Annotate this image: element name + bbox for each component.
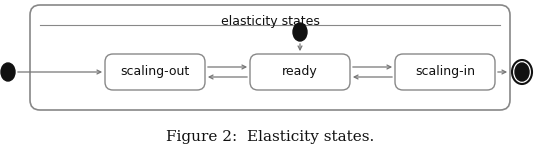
Ellipse shape	[515, 63, 529, 81]
FancyBboxPatch shape	[105, 54, 205, 90]
Text: Figure 2:  Elasticity states.: Figure 2: Elasticity states.	[166, 130, 374, 144]
FancyBboxPatch shape	[30, 5, 510, 110]
FancyBboxPatch shape	[395, 54, 495, 90]
Ellipse shape	[1, 63, 15, 81]
Text: elasticity states: elasticity states	[220, 15, 320, 28]
Ellipse shape	[293, 23, 307, 41]
Text: scaling-out: scaling-out	[120, 65, 190, 79]
Text: ready: ready	[282, 65, 318, 79]
FancyBboxPatch shape	[250, 54, 350, 90]
Text: scaling-in: scaling-in	[415, 65, 475, 79]
